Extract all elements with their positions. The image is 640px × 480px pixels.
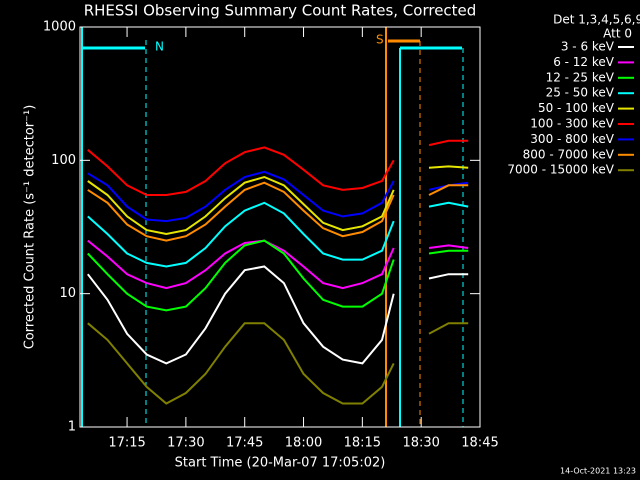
y-tick-label: 1000: [43, 20, 76, 35]
series-line: [87, 181, 469, 242]
plot-frame: [79, 26, 481, 428]
series-line: [87, 322, 469, 405]
x-tick-label: 18:30: [402, 436, 439, 451]
legend-label: 25 - 50 keV: [546, 86, 615, 100]
series-line: [87, 265, 469, 365]
x-tick-label: 17:45: [226, 436, 263, 451]
x-axis-label: Start Time (20-Mar-07 17:05:02): [175, 456, 386, 471]
legend-title: Att 0: [603, 27, 632, 41]
series-line: [87, 165, 469, 236]
legend-label: 7000 - 15000 keV: [507, 163, 614, 177]
y-tick-label: 10: [59, 286, 76, 301]
x-tick-label: 18:15: [344, 436, 381, 451]
legend-label: 6 - 12 keV: [553, 55, 615, 69]
x-tick-label: 17:15: [108, 436, 145, 451]
y-tick-label: 1: [68, 420, 76, 435]
legend-title: Det 1,3,4,5,6,9,: [553, 13, 640, 27]
footer: 14-Oct-2021 13:23: [560, 467, 636, 476]
legend-label: 100 - 300 keV: [530, 117, 614, 131]
legend-label: 12 - 25 keV: [546, 70, 615, 84]
annotation: N: [155, 40, 164, 54]
series-line: [87, 239, 469, 312]
series-line: [87, 139, 469, 196]
legend-label: 300 - 800 keV: [530, 132, 614, 146]
series-line: [87, 201, 469, 268]
legend-label: 3 - 6 keV: [561, 40, 615, 54]
annotation: S: [376, 33, 384, 47]
x-tick-label: 17:30: [167, 436, 204, 451]
x-tick-label: 18:45: [461, 436, 498, 451]
legend-label: 50 - 100 keV: [538, 101, 615, 115]
y-axis-label: Corrected Count Rate (s⁻¹ detector⁻¹): [23, 105, 38, 350]
y-tick-label: 100: [51, 153, 76, 168]
chart-title: RHESSI Observing Summary Count Rates, Co…: [84, 2, 477, 20]
series-line: [87, 239, 469, 290]
legend-label: 800 - 7000 keV: [523, 147, 615, 161]
x-tick-label: 18:00: [285, 436, 322, 451]
series-line: [87, 170, 469, 223]
